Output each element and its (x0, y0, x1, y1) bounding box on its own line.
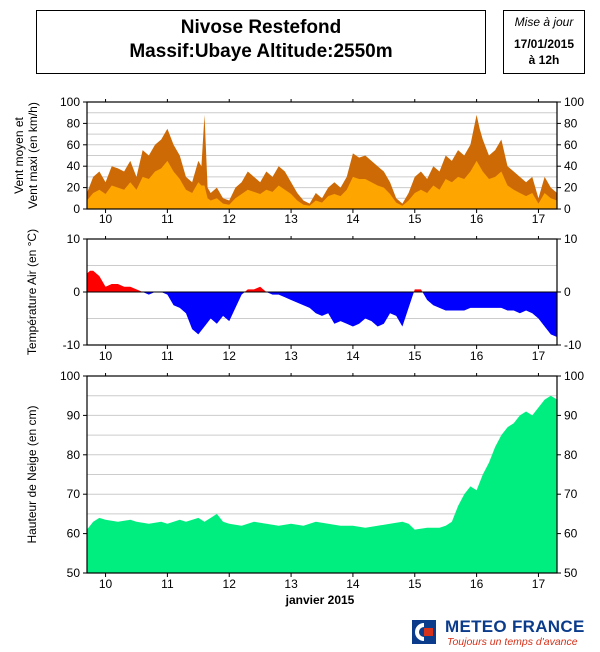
y-axis-label: Vent maxi (en km/h) (26, 102, 40, 209)
x-tick-label: 14 (346, 212, 360, 226)
y-tick-label-left: 100 (60, 369, 80, 383)
y-axis-label: Vent moyen et (12, 116, 26, 193)
meteo-france-logo-icon (412, 620, 436, 644)
y-tick-label-right: 70 (564, 487, 578, 501)
y-tick-label-left: 60 (67, 527, 81, 541)
y-tick-label-right: 80 (564, 448, 578, 462)
update-time: à 12h (528, 53, 560, 67)
y-tick-label-right: 90 (564, 408, 578, 422)
x-tick-label: 17 (532, 349, 546, 363)
y-tick-label-right: 100 (564, 95, 584, 109)
y-tick-label-right: 0 (564, 202, 571, 216)
y-tick-label-left: 50 (67, 566, 81, 580)
update-date: 17/01/2015 (513, 37, 575, 51)
brand-logo: METEO FRANCE Toujours un temps d'avance (411, 615, 596, 649)
y-tick-label-right: 20 (564, 181, 578, 195)
chart-title: Nivose Restefond (180, 17, 342, 38)
y-tick-label-right: 0 (564, 285, 571, 299)
wind-moyen-area (87, 160, 557, 209)
chart-subtitle: Massif:Ubaye Altitude:2550m (129, 41, 393, 62)
y-axis-label: Hauteur de Neige (en cm) (25, 405, 39, 543)
x-tick-label: 15 (408, 577, 422, 591)
plot-frame (86, 101, 558, 210)
x-tick-label: 12 (223, 577, 237, 591)
y-tick-label-left: 90 (67, 408, 81, 422)
x-tick-label: 15 (408, 212, 422, 226)
y-tick-label-left: 70 (67, 487, 81, 501)
y-tick-label-left: 60 (67, 138, 81, 152)
y-tick-label-right: 50 (564, 566, 578, 580)
x-tick-label: 14 (346, 349, 360, 363)
x-tick-label: 17 (532, 577, 546, 591)
x-tick-label: 11 (161, 349, 174, 363)
y-axis-label: Température Air (en °C) (25, 229, 39, 355)
x-tick-label: 15 (408, 349, 422, 363)
x-tick-label: 16 (470, 212, 484, 226)
x-tick-label: 12 (223, 212, 237, 226)
y-tick-label-left: 0 (73, 285, 80, 299)
y-tick-label-left: 100 (60, 95, 80, 109)
x-tick-label: 10 (99, 349, 113, 363)
x-tick-label: 16 (470, 577, 484, 591)
brand-slogan: Toujours un temps d'avance (447, 636, 578, 648)
y-tick-label-left: 10 (67, 232, 81, 246)
y-tick-label-left: 80 (67, 448, 81, 462)
x-tick-label: 11 (161, 212, 174, 226)
update-label: Mise à jour (514, 15, 574, 29)
y-tick-label-right: 10 (564, 232, 578, 246)
x-tick-label: 12 (223, 349, 237, 363)
brand-name: METEO FRANCE (445, 617, 585, 636)
temperature-negative-area (87, 292, 557, 338)
y-tick-label-right: 100 (564, 369, 584, 383)
y-tick-label-left: 40 (67, 159, 81, 173)
update-box: Mise à jour 17/01/2015 à 12h (503, 10, 585, 74)
y-tick-label-right: 80 (564, 116, 578, 130)
wind-maxi-area (87, 114, 557, 209)
plot-frame (86, 375, 558, 574)
x-tick-label: 16 (470, 349, 484, 363)
title-box: Nivose Restefond Massif:Ubaye Altitude:2… (36, 10, 486, 74)
y-tick-label-left: -10 (63, 338, 81, 352)
x-tick-label: 11 (161, 577, 174, 591)
x-tick-label: 13 (284, 349, 298, 363)
x-tick-label: 10 (99, 577, 113, 591)
x-tick-label: 13 (284, 212, 298, 226)
y-tick-label-right: 60 (564, 527, 578, 541)
y-tick-label-left: 80 (67, 116, 81, 130)
y-tick-label-left: 20 (67, 181, 81, 195)
y-tick-label-right: 60 (564, 138, 578, 152)
x-tick-label: 17 (532, 212, 546, 226)
y-tick-label-right: 40 (564, 159, 578, 173)
y-tick-label-left: 0 (73, 202, 80, 216)
snow-depth-area (87, 395, 557, 573)
x-tick-label: 14 (346, 577, 360, 591)
x-tick-label: 13 (284, 577, 298, 591)
y-tick-label-right: -10 (564, 338, 582, 352)
x-tick-label: 10 (99, 212, 113, 226)
temperature-positive-area (87, 270, 557, 292)
x-axis-label: janvier 2015 (285, 593, 355, 607)
